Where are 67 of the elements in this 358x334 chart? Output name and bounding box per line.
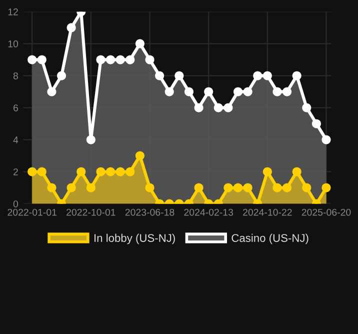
point (272, 87, 282, 96)
point (37, 55, 46, 64)
point (282, 87, 292, 96)
point (262, 71, 272, 80)
point (76, 167, 86, 176)
point (135, 151, 144, 160)
point (322, 135, 331, 144)
y-tick-label: 6 (13, 104, 18, 112)
point (28, 55, 37, 64)
point (194, 103, 204, 112)
point (312, 119, 321, 128)
point (66, 23, 76, 32)
point (145, 55, 154, 64)
point (292, 167, 302, 176)
x-tick-label: 2022-10-01 (66, 208, 116, 216)
point (37, 167, 46, 176)
point (204, 87, 214, 96)
point (164, 87, 174, 96)
x-tick-label: 2024-02-13 (184, 208, 234, 216)
point (145, 183, 154, 192)
point (174, 71, 184, 80)
point (126, 167, 135, 176)
point (28, 167, 37, 176)
point (66, 183, 76, 192)
x-tick-label: 2025-06-20 (302, 208, 351, 216)
point (292, 71, 302, 80)
point (116, 55, 125, 64)
point (233, 87, 243, 96)
point (302, 103, 312, 112)
point (86, 183, 96, 192)
point (47, 87, 56, 96)
x-tick-label: 2023-06-18 (125, 208, 174, 216)
point (86, 135, 96, 144)
point (106, 55, 116, 64)
point (116, 167, 125, 176)
point (47, 183, 56, 192)
point (302, 183, 312, 192)
y-tick-label: 10 (8, 40, 18, 48)
y-tick-label: 4 (13, 136, 18, 144)
point (194, 183, 204, 192)
y-tick-label: 8 (13, 72, 18, 80)
point (184, 87, 194, 96)
point (262, 167, 272, 176)
point (233, 183, 243, 192)
point (322, 183, 331, 192)
point (96, 167, 106, 176)
x-tick-label: 2024-10-22 (243, 208, 292, 216)
point (135, 39, 144, 48)
point (243, 87, 252, 96)
point (214, 103, 223, 112)
point (272, 183, 282, 192)
point (106, 167, 116, 176)
point (224, 183, 233, 192)
point (253, 71, 262, 80)
y-tick-label: 12 (8, 8, 18, 16)
legend-label: Casino (US-NJ) (232, 234, 308, 244)
point (243, 183, 252, 192)
y-tick-label: 0 (13, 200, 18, 208)
point (56, 71, 66, 80)
x-tick-label: 2022-01-01 (8, 208, 56, 216)
point (155, 71, 164, 80)
point (96, 55, 106, 64)
point (224, 103, 233, 112)
point (282, 183, 292, 192)
y-tick-label: 2 (13, 168, 18, 176)
point (126, 55, 135, 64)
legend-label: In lobby (US-NJ) (94, 234, 175, 244)
